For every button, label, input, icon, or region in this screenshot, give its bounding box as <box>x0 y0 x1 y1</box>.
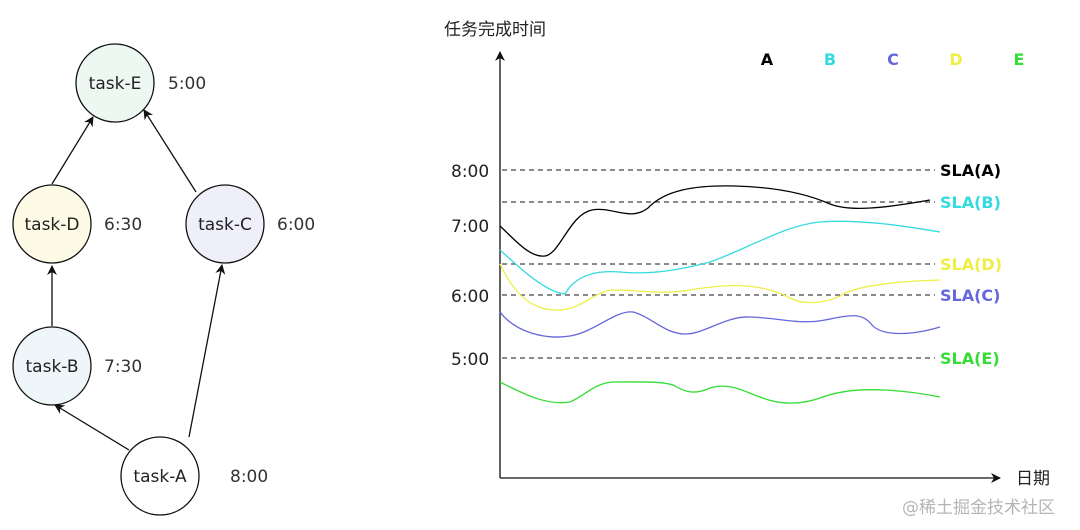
sla-label-c: SLA(C) <box>940 286 1000 305</box>
sla-label-e: SLA(E) <box>940 349 1000 368</box>
node-circle <box>120 436 200 516</box>
dag-node-task-c[interactable]: task-C 6:00 <box>185 184 315 264</box>
y-tick-label: 5:00 <box>451 350 489 370</box>
node-circle <box>75 43 155 123</box>
node-circle <box>12 326 92 406</box>
dag-edges <box>47 109 226 451</box>
y-tick-labels: 8:00 7:00 6:00 5:00 <box>451 162 489 370</box>
legend-item-e: E <box>1014 50 1025 69</box>
node-label: task-A <box>133 467 187 487</box>
series-line-a <box>499 185 931 257</box>
node-time-label: 7:30 <box>104 357 142 377</box>
node-circle <box>12 184 92 264</box>
node-time-label: 6:30 <box>104 215 142 235</box>
chart-axes <box>495 51 1001 483</box>
dag-node-task-b[interactable]: task-B 7:30 <box>12 326 142 406</box>
sla-label-b: SLA(B) <box>940 193 1001 212</box>
y-tick-label: 6:00 <box>451 287 489 307</box>
dag-node-task-a[interactable]: task-A 8:00 <box>120 436 268 516</box>
legend-item-a: A <box>761 50 774 69</box>
edge-a-to-b <box>54 404 130 451</box>
node-time-label: 8:00 <box>230 467 268 487</box>
series-line-e <box>499 381 941 404</box>
series-curves <box>499 185 941 404</box>
y-axis-label: 任务完成时间 <box>444 20 546 40</box>
series-line-d <box>499 263 941 311</box>
node-label: task-B <box>26 357 79 377</box>
dag-diagram: task-E 5:00 task-D 6:30 task-C 6:00 task… <box>12 43 315 516</box>
sla-label-a: SLA(A) <box>940 161 1001 180</box>
series-line-c <box>499 311 941 338</box>
sla-label-d: SLA(D) <box>940 255 1002 274</box>
node-time-label: 5:00 <box>168 74 206 94</box>
dag-node-task-e[interactable]: task-E 5:00 <box>75 43 206 123</box>
completion-time-chart: 任务完成时间 日期 8:00 7:00 6:00 5:00 SLA(A) SLA… <box>444 20 1050 489</box>
edge-a-to-c <box>188 264 226 438</box>
node-time-label: 6:00 <box>277 215 315 235</box>
legend-item-c: C <box>887 50 899 69</box>
y-tick-label: 7:00 <box>451 217 489 237</box>
edge-c-to-e <box>143 109 197 193</box>
node-label: task-C <box>198 215 252 235</box>
sla-labels: SLA(A) SLA(B) SLA(D) SLA(C) SLA(E) <box>940 161 1002 368</box>
y-tick-label: 8:00 <box>451 162 489 182</box>
x-axis-label: 日期 <box>1016 469 1050 489</box>
edge-d-to-e <box>51 116 94 185</box>
node-label: task-D <box>24 215 79 235</box>
series-line-b <box>499 220 941 295</box>
legend-item-b: B <box>824 50 836 69</box>
watermark-text: @稀土掘金技术社区 <box>902 498 1055 518</box>
dag-node-task-d[interactable]: task-D 6:30 <box>12 184 142 264</box>
node-label: task-E <box>89 74 142 94</box>
sla-lines <box>502 169 935 359</box>
legend-item-d: D <box>949 50 962 69</box>
chart-legend: A B C D E <box>761 50 1025 69</box>
node-circle <box>185 184 265 264</box>
